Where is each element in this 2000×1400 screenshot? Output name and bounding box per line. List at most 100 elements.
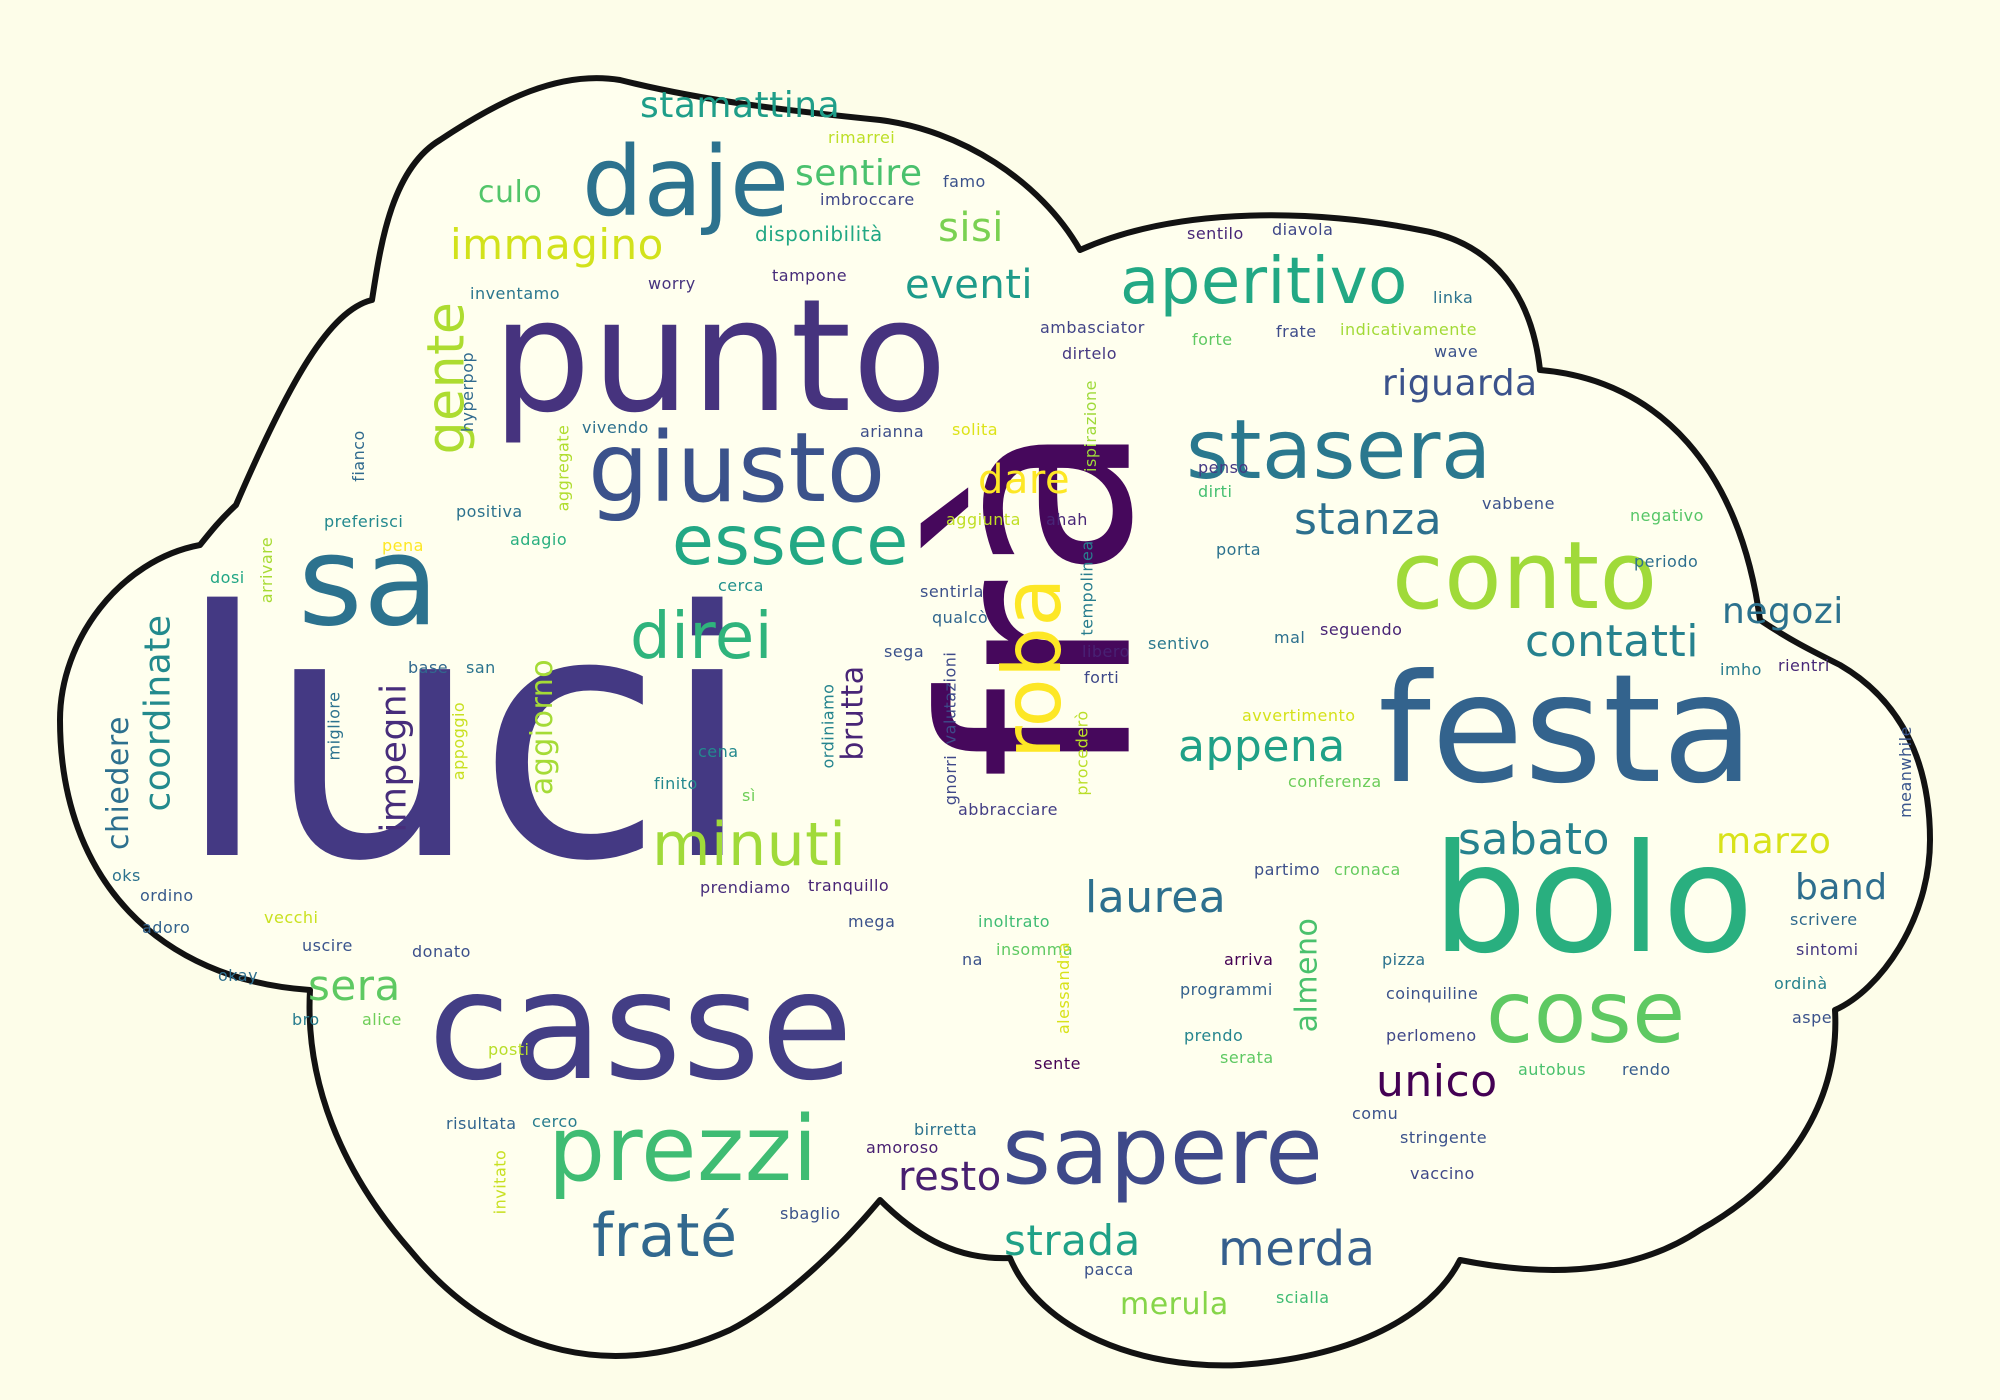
word-oks: oks (112, 866, 141, 885)
word-pizza: pizza (1382, 950, 1426, 969)
word-riguarda: riguarda (1382, 363, 1538, 404)
word-positiva: positiva (456, 502, 523, 521)
word-partimo: partimo (1254, 860, 1321, 879)
word-coinquiline: coinquiline (1386, 984, 1479, 1003)
word-serata: serata (1220, 1048, 1274, 1067)
word-sabato: sabato (1458, 814, 1610, 865)
word-resto: resto (898, 1154, 1002, 1200)
word-sentivo: sentivo (1148, 634, 1210, 653)
word-qualco: qualcò (932, 608, 989, 627)
word-perlomeno: perlomeno (1386, 1026, 1477, 1045)
word-penso: penso (1198, 458, 1249, 477)
word-gnorri: gnorri (941, 754, 961, 806)
word-prendo: prendo (1184, 1026, 1244, 1045)
word-contatti: contatti (1525, 616, 1699, 667)
word-sentire: sentire (795, 153, 923, 194)
word-adagio: adagio (510, 530, 568, 549)
word-birretta: birretta (914, 1120, 978, 1139)
word-ordiniamo: ordiniamo (818, 683, 838, 769)
word-band: band (1795, 867, 1888, 908)
word-almeno: almeno (1289, 917, 1325, 1033)
word-immagino: immagino (450, 220, 664, 269)
word-rendo: rendo (1622, 1060, 1671, 1079)
word-cose: cose (1486, 963, 1686, 1063)
word-alice: alice (362, 1010, 402, 1029)
word-mal: mal (1274, 628, 1306, 647)
word-rimarrei: rimarrei (828, 128, 896, 147)
word-scrivere: scrivere (1790, 910, 1858, 929)
word-amoroso: amoroso (866, 1138, 939, 1157)
word-abbracciare: abbracciare (958, 800, 1058, 819)
word-hyperpop: hyperpop (458, 351, 478, 433)
cloud-outline (57, 75, 1933, 1369)
word-programmi: programmi (1180, 980, 1273, 999)
word-vabbene: vabbene (1482, 494, 1555, 513)
word-sbaglio: sbaglio (780, 1204, 841, 1223)
word-frate-small: frate (1276, 322, 1317, 341)
word-aperitivo: aperitivo (1120, 245, 1408, 319)
word-sintomi: sintomi (1796, 940, 1859, 959)
word-disponibilita: disponibilità (755, 222, 883, 246)
word-strada: strada (1004, 1216, 1141, 1265)
word-comu: comu (1352, 1104, 1399, 1123)
word-valutazioni: valutazioni (940, 651, 960, 745)
word-worry: worry (648, 274, 696, 293)
word-dosi: dosi (210, 568, 245, 587)
word-merda: merda (1218, 1221, 1376, 1277)
word-imbroccare: imbroccare (820, 190, 915, 209)
word-base: base (408, 658, 449, 677)
word-mega: mega (848, 912, 896, 931)
word-sente: sente (1034, 1054, 1081, 1073)
word-sapere: sapere (1002, 1097, 1324, 1206)
word-indicativamente: indicativamente (1340, 320, 1477, 339)
word-bro: bro (292, 1010, 320, 1029)
word-san: san (466, 658, 496, 677)
word-arriva: arriva (1224, 950, 1274, 969)
word-sa: sa (298, 510, 440, 654)
word-tampone: tampone (772, 266, 848, 285)
word-stasera: stasera (1186, 403, 1492, 498)
word-libero: libero (1082, 642, 1130, 661)
word-arrivare: arrivare (257, 536, 277, 604)
word-invitato: invitato (490, 1149, 510, 1215)
word-prezzi: prezzi (548, 1097, 819, 1202)
word-tempolinea: tempolinea (1077, 540, 1097, 636)
word-appena: appena (1178, 721, 1346, 772)
word-aggiunta: aggiunta (946, 510, 1021, 529)
word-adoro: adoro (142, 918, 191, 937)
word-conto: conto (1392, 522, 1658, 631)
word-roba: roba (985, 577, 1079, 759)
word-periodo: periodo (1634, 552, 1699, 571)
word-frate-large: fraté (592, 1201, 738, 1271)
word-negozi: negozi (1722, 591, 1844, 632)
word-dirtelo: dirtelo (1062, 344, 1118, 363)
word-bolo: bolo (1432, 813, 1755, 987)
word-appoggio: appoggio (449, 701, 469, 781)
word-vaccino: vaccino (1410, 1164, 1475, 1183)
word-ambasciator: ambasciator (1040, 318, 1145, 337)
word-diavola: diavola (1272, 220, 1334, 239)
word-negativo: negativo (1630, 506, 1704, 525)
word-prendiamo: prendiamo (700, 878, 791, 897)
word-coordinate: coordinate (137, 614, 179, 812)
word-meanwhile: meanwhile (1895, 726, 1915, 818)
word-eventi: eventi (905, 262, 1034, 308)
word-unico: unico (1376, 1056, 1498, 1107)
word-cronaca: cronaca (1334, 860, 1401, 879)
word-seguendo: seguendo (1320, 620, 1403, 639)
word-stamattina: stamattina (640, 85, 841, 126)
word-tranquillo: tranquillo (808, 876, 890, 895)
word-casse: casse (428, 940, 854, 1114)
word-na: na (962, 950, 983, 969)
word-stanza: stanza (1294, 494, 1443, 545)
word-marzo: marzo (1716, 821, 1832, 862)
word-sera: sera (308, 961, 401, 1010)
word-inventamo: inventamo (470, 284, 560, 303)
word-si: sì (742, 786, 756, 805)
word-scialla: scialla (1276, 1288, 1330, 1307)
word-dirti: dirti (1198, 482, 1233, 501)
word-imho: imho (1720, 660, 1762, 679)
word-preferisci: preferisci (324, 512, 404, 531)
